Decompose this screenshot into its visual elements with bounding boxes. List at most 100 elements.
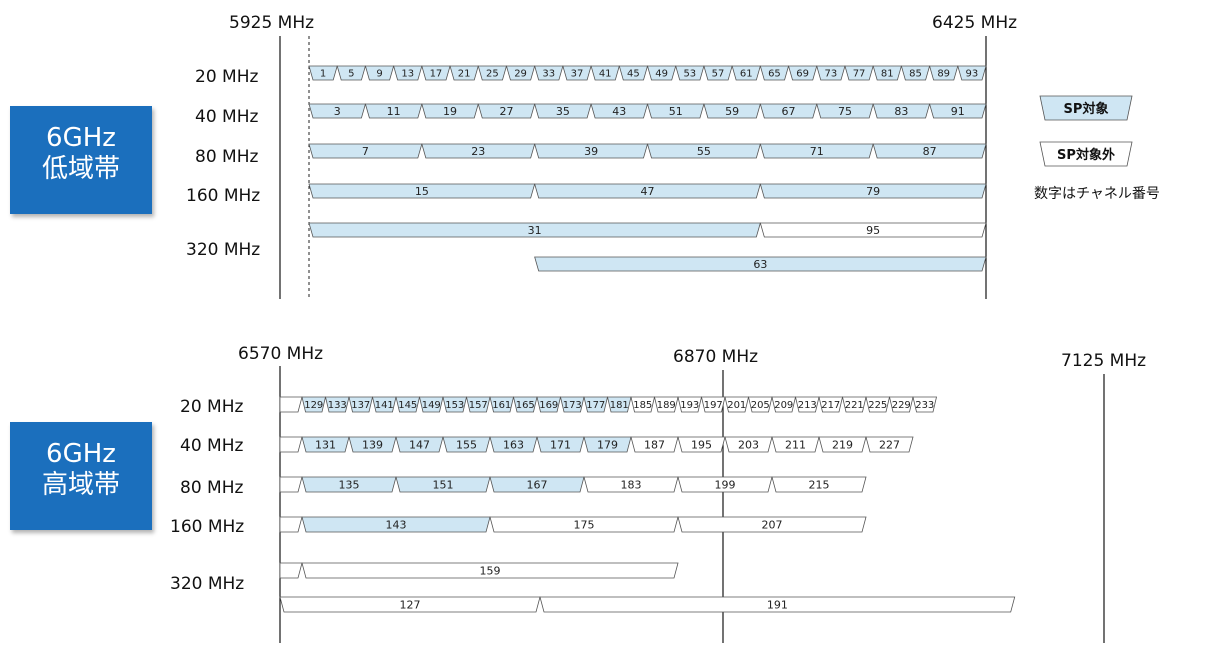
high-channel-193: 193 bbox=[677, 396, 703, 413]
channel-shape bbox=[348, 396, 374, 413]
high-band-title-line2: 高域帯 bbox=[41, 470, 120, 500]
channel-number: 53 bbox=[683, 69, 696, 80]
channel-stub bbox=[279, 562, 303, 579]
low-channel-47: 47 bbox=[534, 183, 761, 199]
low-channel-59: 59 bbox=[703, 103, 761, 119]
high-channel-209: 209 bbox=[771, 396, 797, 413]
channel-shape bbox=[534, 103, 592, 119]
channel-number: 197 bbox=[704, 400, 723, 411]
channel-shape bbox=[646, 143, 761, 159]
high-channel-157: 157 bbox=[465, 396, 491, 413]
high-channel-139: 139 bbox=[348, 436, 397, 453]
channel-number: 185 bbox=[633, 400, 652, 411]
high-channel-183: 183 bbox=[583, 476, 679, 493]
channel-number: 57 bbox=[712, 69, 725, 80]
high-channel-177: 177 bbox=[583, 396, 609, 413]
high-channel-161: 161 bbox=[489, 396, 515, 413]
channel-shape bbox=[929, 65, 959, 81]
channel-shape bbox=[818, 436, 867, 453]
channel-number: 131 bbox=[315, 438, 336, 451]
low-channel-75: 75 bbox=[816, 103, 874, 119]
channel-shape bbox=[872, 143, 987, 159]
low-channel-1: 1 bbox=[308, 65, 338, 81]
low-channel-25: 25 bbox=[477, 65, 507, 81]
channel-number: 183 bbox=[621, 478, 642, 491]
channel-number: 89 bbox=[937, 69, 950, 80]
channel-shape bbox=[449, 65, 479, 81]
channel-number: 169 bbox=[539, 400, 558, 411]
channel-shape bbox=[534, 65, 564, 81]
high-channel-173: 173 bbox=[559, 396, 585, 413]
channel-number: 77 bbox=[853, 69, 866, 80]
channel-shape bbox=[618, 65, 649, 81]
low-channel-87: 87 bbox=[872, 143, 987, 159]
high-channel-133: 133 bbox=[324, 396, 350, 413]
channel-number: 87 bbox=[923, 145, 937, 158]
channel-shape bbox=[888, 396, 914, 413]
low-channel-5: 5 bbox=[336, 65, 366, 81]
high-channel-163: 163 bbox=[489, 436, 538, 453]
channel-number: 191 bbox=[767, 598, 788, 611]
channel-number: 85 bbox=[909, 69, 922, 80]
channel-number: 167 bbox=[527, 478, 548, 491]
channel-shape bbox=[489, 396, 515, 413]
channel-shape bbox=[371, 396, 397, 413]
channel-number: 35 bbox=[556, 105, 570, 118]
channel-shape bbox=[301, 396, 327, 413]
high-channel-187: 187 bbox=[630, 436, 679, 453]
legend-sp-swatch bbox=[1039, 95, 1133, 121]
channel-shape bbox=[759, 222, 987, 238]
channel-number: 19 bbox=[443, 105, 457, 118]
channel-number: 193 bbox=[680, 400, 699, 411]
low-channel-55: 55 bbox=[646, 143, 761, 159]
channel-number: 139 bbox=[362, 438, 383, 451]
high-channel-169: 169 bbox=[536, 396, 562, 413]
channel-number: 213 bbox=[798, 400, 817, 411]
channel-shape bbox=[630, 396, 656, 413]
channel-shape bbox=[395, 396, 421, 413]
channel-number: 171 bbox=[550, 438, 571, 451]
low-channel-91: 91 bbox=[929, 103, 987, 119]
channel-number: 209 bbox=[774, 400, 793, 411]
high-channel-145: 145 bbox=[395, 396, 421, 413]
low-channel-63: 63 bbox=[534, 256, 987, 272]
channel-shape bbox=[583, 476, 679, 493]
low-channel-93: 93 bbox=[957, 65, 987, 81]
channel-stub bbox=[279, 516, 303, 533]
channel-shape bbox=[759, 183, 987, 199]
channel-shape bbox=[421, 143, 536, 159]
low-channel-35: 35 bbox=[534, 103, 592, 119]
low-label-20: 20 MHz bbox=[195, 67, 258, 87]
channel-shape bbox=[929, 103, 987, 119]
channel-shape bbox=[646, 103, 705, 119]
channel-number: 163 bbox=[503, 438, 524, 451]
channel-shape bbox=[301, 562, 679, 579]
channel-shape bbox=[872, 103, 931, 119]
channel-number: 93 bbox=[966, 69, 979, 80]
high-channel-197: 197 bbox=[700, 396, 726, 413]
channel-number: 5 bbox=[348, 69, 354, 80]
high-channel-195: 195 bbox=[677, 436, 726, 453]
channel-number: 189 bbox=[657, 400, 676, 411]
channel-number: 25 bbox=[486, 69, 499, 80]
channel-number: 225 bbox=[868, 400, 887, 411]
low-channel-53: 53 bbox=[675, 65, 705, 81]
legend-nonsp-swatch bbox=[1039, 141, 1133, 167]
channel-number: 173 bbox=[563, 400, 582, 411]
high-channel-131: 131 bbox=[301, 436, 350, 453]
channel-shape bbox=[700, 396, 726, 413]
high-band-title: 6GHz 高域帯 bbox=[10, 422, 152, 530]
channel-shape bbox=[364, 65, 395, 81]
channel-shape bbox=[788, 65, 818, 81]
channel-number: 71 bbox=[810, 145, 824, 158]
channel-shape bbox=[759, 103, 818, 119]
high-band-title-line1: 6GHz bbox=[46, 439, 116, 469]
high-channel-153: 153 bbox=[442, 396, 468, 413]
low-band-title-line1: 6GHz bbox=[46, 123, 116, 153]
high-channel-127: 127 bbox=[279, 596, 541, 613]
high-channel-217: 217 bbox=[818, 396, 844, 413]
channel-shape bbox=[465, 396, 491, 413]
low-channel-83: 83 bbox=[872, 103, 931, 119]
channel-number: 133 bbox=[328, 400, 347, 411]
low-channel-65: 65 bbox=[759, 65, 790, 81]
